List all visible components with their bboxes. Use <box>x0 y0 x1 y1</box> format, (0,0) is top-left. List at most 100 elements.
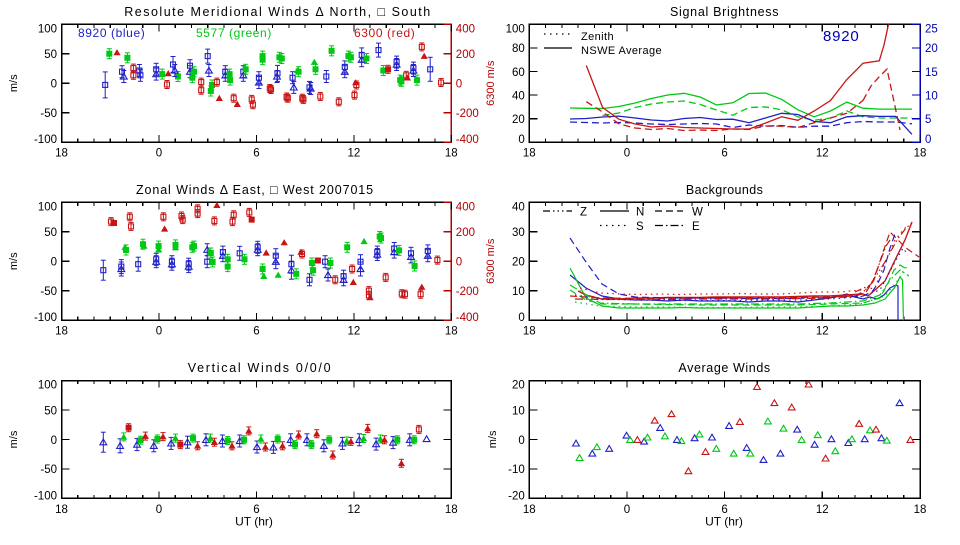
svg-text:15: 15 <box>925 67 938 79</box>
svg-text:60: 60 <box>512 67 525 79</box>
svg-text:18: 18 <box>55 504 68 516</box>
svg-text:12: 12 <box>348 504 361 516</box>
svg-text:Signal Brightness: Signal Brightness <box>670 5 779 19</box>
svg-text:6300 (red): 6300 (red) <box>354 26 415 40</box>
svg-text:12: 12 <box>816 504 829 516</box>
svg-text:Backgrounds: Backgrounds <box>686 183 763 197</box>
svg-text:40: 40 <box>512 201 525 213</box>
svg-text:40: 40 <box>512 90 525 102</box>
svg-text:Zenith: Zenith <box>581 31 614 43</box>
svg-text:400: 400 <box>456 23 475 35</box>
svg-text:20: 20 <box>512 257 525 269</box>
svg-text:20: 20 <box>925 43 938 55</box>
svg-text:30: 30 <box>512 227 525 239</box>
svg-text:6300 m/s: 6300 m/s <box>485 238 497 284</box>
svg-text:18: 18 <box>445 504 458 516</box>
svg-text:18: 18 <box>55 148 68 160</box>
svg-text:100: 100 <box>38 23 57 35</box>
svg-text:6300 m/s: 6300 m/s <box>485 60 497 106</box>
svg-text:20: 20 <box>512 114 525 126</box>
svg-text:12: 12 <box>816 148 829 160</box>
svg-text:-50: -50 <box>40 464 57 476</box>
svg-text:18: 18 <box>445 326 458 338</box>
svg-text:-100: -100 <box>34 134 57 146</box>
svg-text:m/s: m/s <box>8 74 20 92</box>
svg-text:18: 18 <box>523 148 536 160</box>
svg-text:50: 50 <box>44 227 57 239</box>
svg-text:Zonal Winds Δ East, □ West: Zonal Winds Δ East, □ West 2007015 <box>136 183 374 197</box>
svg-text:50: 50 <box>44 405 57 417</box>
svg-text:12: 12 <box>348 326 361 338</box>
svg-text:0: 0 <box>518 312 524 324</box>
svg-text:Vertical Winds 0/0/0: Vertical Winds 0/0/0 <box>188 361 332 375</box>
svg-text:18: 18 <box>523 326 536 338</box>
svg-text:5577 (green): 5577 (green) <box>196 26 272 40</box>
svg-text:6: 6 <box>253 504 259 516</box>
svg-text:10: 10 <box>512 405 525 417</box>
svg-text:W: W <box>692 207 703 219</box>
svg-text:0: 0 <box>456 79 462 91</box>
svg-text:Z: Z <box>580 207 587 219</box>
svg-text:100: 100 <box>38 380 57 392</box>
svg-text:0: 0 <box>156 326 162 338</box>
svg-text:-50: -50 <box>40 286 57 298</box>
svg-text:10: 10 <box>512 286 525 298</box>
svg-text:Average Winds: Average Winds <box>678 361 770 375</box>
svg-text:6: 6 <box>721 148 727 160</box>
svg-text:6: 6 <box>721 326 727 338</box>
svg-text:-200: -200 <box>456 108 479 120</box>
svg-text:m/s: m/s <box>8 252 20 270</box>
svg-text:80: 80 <box>512 43 525 55</box>
svg-text:100: 100 <box>38 201 57 213</box>
svg-text:6: 6 <box>253 326 259 338</box>
svg-text:6: 6 <box>253 148 259 160</box>
svg-text:6: 6 <box>721 504 727 516</box>
svg-text:-10: -10 <box>508 464 525 476</box>
svg-text:200: 200 <box>456 227 475 239</box>
svg-text:-100: -100 <box>34 490 57 502</box>
svg-text:100: 100 <box>506 23 525 35</box>
svg-text:0: 0 <box>518 134 524 146</box>
svg-text:18: 18 <box>914 148 927 160</box>
svg-text:50: 50 <box>44 49 57 61</box>
svg-text:E: E <box>692 221 700 233</box>
svg-text:8920 (blue): 8920 (blue) <box>78 26 145 40</box>
svg-text:0: 0 <box>518 435 524 447</box>
svg-text:8920: 8920 <box>823 28 860 45</box>
svg-text:Resolute Meridional Winds Δ: Resolute Meridional Winds Δ North, □ Sou… <box>124 5 431 19</box>
svg-text:0: 0 <box>51 435 57 447</box>
svg-text:N: N <box>636 207 644 219</box>
svg-text:12: 12 <box>348 148 361 160</box>
svg-text:400: 400 <box>456 201 475 213</box>
svg-text:0: 0 <box>51 79 57 91</box>
svg-text:200: 200 <box>456 49 475 61</box>
svg-text:5: 5 <box>925 114 931 126</box>
svg-text:12: 12 <box>816 326 829 338</box>
svg-text:20: 20 <box>512 380 525 392</box>
svg-text:m/s: m/s <box>487 430 499 448</box>
svg-text:0: 0 <box>156 504 162 516</box>
svg-text:25: 25 <box>925 23 938 35</box>
svg-text:-400: -400 <box>456 134 479 146</box>
svg-text:-50: -50 <box>40 108 57 120</box>
svg-text:0: 0 <box>51 257 57 269</box>
svg-text:m/s: m/s <box>8 430 20 448</box>
svg-text:-100: -100 <box>34 312 57 324</box>
svg-text:0: 0 <box>156 148 162 160</box>
svg-text:-400: -400 <box>456 312 479 324</box>
svg-text:18: 18 <box>523 504 536 516</box>
svg-text:0: 0 <box>925 134 931 146</box>
svg-text:S: S <box>636 221 644 233</box>
svg-text:10: 10 <box>925 90 938 102</box>
svg-text:18: 18 <box>914 504 927 516</box>
svg-text:18: 18 <box>445 148 458 160</box>
svg-text:0: 0 <box>456 257 462 269</box>
svg-text:0: 0 <box>624 148 630 160</box>
svg-text:UT (hr): UT (hr) <box>705 515 743 529</box>
svg-text:-200: -200 <box>456 286 479 298</box>
svg-text:0: 0 <box>624 326 630 338</box>
svg-text:-20: -20 <box>508 490 525 502</box>
svg-text:0: 0 <box>624 504 630 516</box>
svg-text:NSWE Average: NSWE Average <box>581 45 662 57</box>
svg-text:18: 18 <box>914 326 927 338</box>
